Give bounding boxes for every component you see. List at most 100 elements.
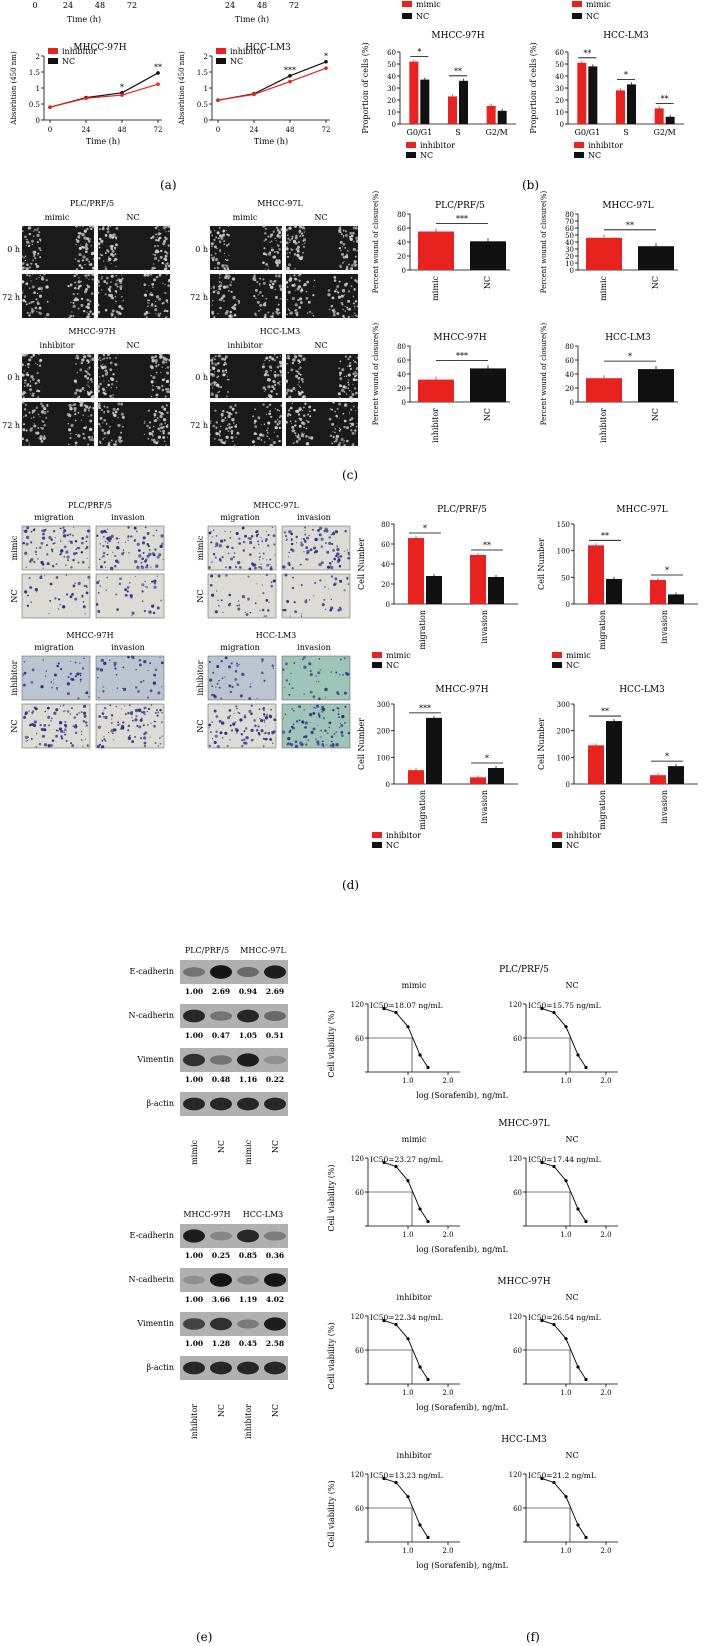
cell-speckle xyxy=(100,365,103,368)
x-tick-label: inhibitor xyxy=(599,408,608,443)
stained-cell xyxy=(221,677,224,680)
significance-mark: * xyxy=(324,52,328,61)
stained-cell xyxy=(245,736,249,740)
cell-speckle xyxy=(349,396,353,400)
cell-speckle xyxy=(331,408,334,411)
stained-cell xyxy=(63,731,65,734)
cell-speckle xyxy=(286,388,290,392)
stained-cell xyxy=(33,560,36,564)
cell-speckle xyxy=(353,288,356,292)
stained-cell xyxy=(54,673,57,677)
blot-band xyxy=(237,1361,259,1375)
ic50-value: IC50=13.23 ng/mL xyxy=(370,1471,443,1480)
cell-speckle xyxy=(164,291,167,295)
x-axis-label: Time (h) xyxy=(254,137,288,146)
stained-cell xyxy=(212,529,215,531)
cell-speckle xyxy=(291,235,294,238)
stained-cell xyxy=(346,578,349,580)
cell-speckle xyxy=(21,280,25,284)
cell-speckle xyxy=(216,291,221,295)
cell-speckle xyxy=(262,403,265,406)
cell-speckle xyxy=(343,391,346,393)
stained-cell xyxy=(25,542,29,546)
cell-speckle xyxy=(166,262,169,265)
cell-speckle xyxy=(287,372,289,374)
blot-band xyxy=(237,1275,259,1285)
stained-cell xyxy=(82,605,86,609)
cell-speckle xyxy=(271,357,275,361)
y-axis-label: Cell viability (%) xyxy=(327,1164,336,1231)
y-tick-label: 80 xyxy=(397,343,406,351)
stained-cell xyxy=(250,704,253,707)
stained-cell xyxy=(149,736,151,738)
cell-speckle xyxy=(74,419,77,422)
cell-speckle xyxy=(265,262,269,266)
cell-speckle xyxy=(32,300,34,303)
blot-quant-value: 1.00 xyxy=(185,987,203,996)
cell-speckle xyxy=(166,371,170,375)
cell-speckle xyxy=(294,268,296,270)
stained-cell xyxy=(71,744,75,748)
cell-speckle xyxy=(157,232,161,236)
bar-inhibitor-invasion xyxy=(470,777,486,784)
cell-speckle xyxy=(335,414,339,418)
cell-speckle xyxy=(75,357,77,359)
stained-cell xyxy=(210,530,212,533)
cell-speckle xyxy=(297,437,301,441)
chart-title: MHCC-97H xyxy=(431,31,484,41)
cell-speckle xyxy=(210,254,213,256)
cell-speckle xyxy=(33,230,35,232)
y-tick-label: 40 xyxy=(381,561,390,569)
cell-speckle xyxy=(27,245,30,248)
cell-speckle xyxy=(111,249,115,253)
cell-speckle xyxy=(295,374,299,378)
image-row-label: mimic xyxy=(10,535,19,560)
stained-cell xyxy=(66,682,70,686)
stained-cell xyxy=(96,667,100,671)
cell-speckle xyxy=(158,273,162,277)
cell-speckle xyxy=(300,232,304,235)
stained-cell xyxy=(150,704,153,706)
legend-swatch-red xyxy=(552,652,562,658)
cell-speckle xyxy=(24,300,27,303)
cell-speckle xyxy=(89,300,92,303)
stained-cell xyxy=(266,559,268,561)
stained-cell xyxy=(285,662,288,666)
stained-cell xyxy=(240,739,244,742)
cell-speckle xyxy=(286,354,290,358)
cell-speckle xyxy=(36,371,39,375)
stained-cell xyxy=(317,724,319,726)
stained-cell xyxy=(303,551,305,553)
stained-cell xyxy=(112,551,114,553)
stained-cell xyxy=(122,551,125,554)
stained-cell xyxy=(47,724,51,727)
cell-speckle xyxy=(147,437,150,440)
cell-speckle xyxy=(149,273,153,276)
y-axis-label: Percent wound of closure(%) xyxy=(540,190,548,293)
cell-speckle xyxy=(267,311,270,314)
stained-cell xyxy=(128,734,131,737)
cell-speckle xyxy=(218,249,222,252)
cell-speckle xyxy=(305,442,310,446)
cell-speckle xyxy=(217,385,221,388)
cell-speckle xyxy=(104,390,107,392)
stained-cell xyxy=(131,611,135,615)
stained-cell xyxy=(228,665,231,669)
wound-image xyxy=(286,226,358,270)
cell-speckle xyxy=(90,380,93,383)
cell-speckle xyxy=(27,227,30,230)
cell-speckle xyxy=(104,265,107,268)
image-row-label: 72 h xyxy=(2,421,20,430)
stained-cell xyxy=(211,593,215,597)
stained-cell xyxy=(238,542,241,545)
cell-speckle xyxy=(264,227,267,230)
cell-speckle xyxy=(348,355,352,358)
cell-speckle xyxy=(85,370,88,373)
cell-speckle xyxy=(86,285,91,289)
stained-cell xyxy=(291,576,294,579)
stained-cell xyxy=(271,526,273,528)
cell-speckle xyxy=(266,405,269,409)
cell-speckle xyxy=(224,417,227,419)
